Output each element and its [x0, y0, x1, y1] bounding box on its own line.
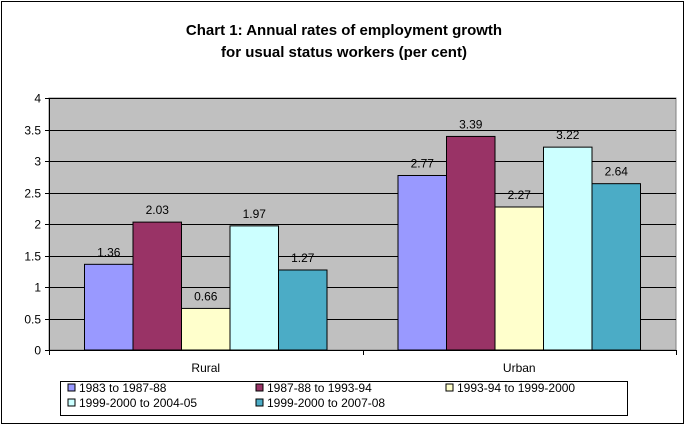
bar-rural-series-1	[84, 263, 134, 351]
data-label: 2.64	[605, 165, 629, 179]
chart-title: Chart 1: Annual rates of employment grow…	[186, 22, 502, 61]
data-label: 1.36	[97, 245, 121, 259]
data-label: 1.27	[291, 251, 315, 265]
chart-title-line-2: for usual status workers (per cent)	[221, 44, 467, 61]
y-tick-label: 0	[34, 344, 41, 358]
legend-swatch	[67, 383, 76, 392]
legend-swatch	[67, 398, 76, 407]
legend-swatch	[445, 383, 454, 392]
legend-box	[60, 381, 628, 416]
data-label: 2.03	[146, 203, 170, 217]
data-label: 2.77	[411, 156, 435, 170]
bar-rural-series-2	[132, 221, 182, 351]
bar-rural-series-3	[181, 307, 231, 351]
bar-urban-series-5	[591, 183, 641, 351]
bar-rural-series-4	[229, 225, 279, 351]
data-label: 2.27	[508, 188, 532, 202]
legend-entry: 1993-94 to 1999-2000	[457, 381, 575, 395]
data-label: 3.22	[556, 128, 580, 142]
legend-entry: 1983 to 1987-88	[79, 381, 167, 395]
x-tick-label: Urban	[503, 361, 536, 375]
legend-swatch	[255, 398, 264, 407]
bar-urban-series-3	[494, 206, 544, 351]
data-label: 1.97	[243, 207, 267, 221]
plot-area: 0 0.5 1 1.5 2 2.5 3 3.5 4 1.36 2.03 0.66 1.97 1.27 Rur…	[24, 92, 677, 375]
bar-urban-series-4	[543, 146, 593, 351]
data-label: 0.66	[194, 289, 218, 303]
y-tick-label: 1.5	[24, 250, 41, 264]
bar-rural-series-5	[278, 269, 328, 351]
legend-entry: 1987-88 to 1993-94	[267, 381, 372, 395]
bar-urban-series-1	[397, 174, 447, 351]
y-tick-label: 0.5	[24, 313, 41, 327]
y-tick-label: 2	[34, 218, 41, 232]
y-tick-label: 1	[34, 281, 41, 295]
legend-entry: 1999-2000 to 2007-08	[267, 396, 385, 410]
y-tick-label: 2.5	[24, 187, 41, 201]
chart-title-line-1: Chart 1: Annual rates of employment grow…	[186, 22, 502, 39]
legend: 1983 to 1987-88 1987-88 to 1993-94 1993-94…	[60, 381, 628, 416]
legend-entry: 1999-2000 to 2004-05	[79, 396, 197, 410]
y-tick-label: 4	[34, 92, 41, 106]
y-tick-label: 3	[34, 155, 41, 169]
data-label: 3.39	[459, 117, 483, 131]
legend-swatch	[255, 383, 264, 392]
bar-urban-series-2	[446, 135, 496, 351]
y-tick-label: 3.5	[24, 124, 41, 138]
x-tick-label: Rural	[191, 361, 220, 375]
